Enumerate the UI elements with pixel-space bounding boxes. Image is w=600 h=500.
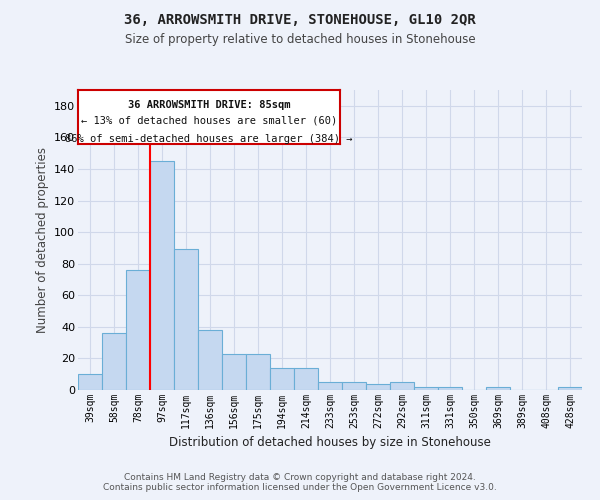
Bar bbox=[390, 382, 414, 390]
Bar bbox=[294, 368, 318, 390]
Bar bbox=[342, 382, 366, 390]
Text: Size of property relative to detached houses in Stonehouse: Size of property relative to detached ho… bbox=[125, 32, 475, 46]
Bar bbox=[126, 270, 150, 390]
Y-axis label: Number of detached properties: Number of detached properties bbox=[35, 147, 49, 333]
Bar bbox=[414, 387, 438, 390]
Bar bbox=[438, 387, 462, 390]
Text: 36, ARROWSMITH DRIVE, STONEHOUSE, GL10 2QR: 36, ARROWSMITH DRIVE, STONEHOUSE, GL10 2… bbox=[124, 12, 476, 26]
Bar bbox=[174, 250, 198, 390]
Bar bbox=[486, 387, 510, 390]
Bar bbox=[198, 330, 222, 390]
Bar bbox=[150, 161, 174, 390]
Bar bbox=[246, 354, 270, 390]
Bar bbox=[78, 374, 102, 390]
Bar bbox=[558, 387, 582, 390]
Bar bbox=[366, 384, 390, 390]
Bar bbox=[318, 382, 342, 390]
Bar bbox=[102, 333, 126, 390]
Text: Contains HM Land Registry data © Crown copyright and database right 2024.
Contai: Contains HM Land Registry data © Crown c… bbox=[103, 473, 497, 492]
Bar bbox=[222, 354, 246, 390]
X-axis label: Distribution of detached houses by size in Stonehouse: Distribution of detached houses by size … bbox=[169, 436, 491, 450]
Bar bbox=[270, 368, 294, 390]
